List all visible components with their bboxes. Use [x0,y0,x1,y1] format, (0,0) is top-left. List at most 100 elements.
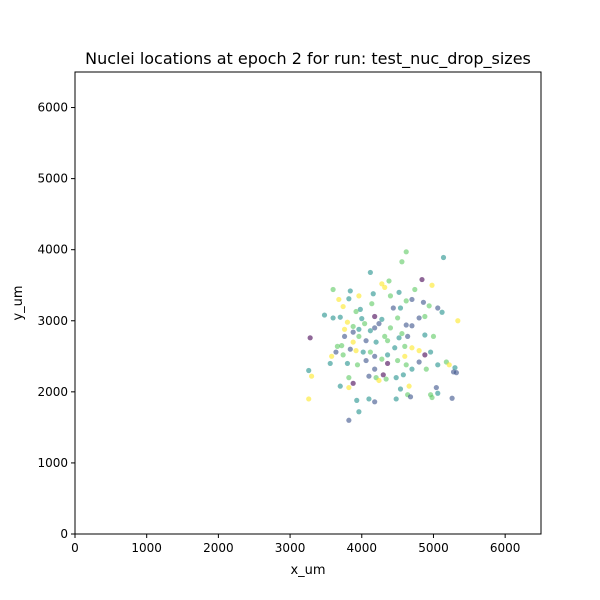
scatter-point [350,323,356,330]
scatter-point [422,313,428,320]
scatter-point [409,296,415,303]
scatter-point [329,353,335,359]
x-tick-label: 0 [71,541,79,555]
scatter-point [337,383,343,389]
scatter-point [333,349,339,355]
scatter-point [386,278,392,284]
scatter-point [354,397,360,403]
scatter-point [399,259,405,265]
scatter-point [403,298,409,304]
scatter-point [334,343,340,349]
scatter-point [344,319,351,325]
y-tick-label: 2000 [37,385,68,399]
scatter-point [347,288,353,294]
scatter-point [395,357,401,364]
x-tick-label: 4000 [346,541,377,555]
scatter-point [402,343,408,349]
scatter-point [372,366,378,372]
scatter-point [346,375,352,381]
scatter-point [366,373,372,379]
scatter-point [372,353,378,359]
scatter-point [429,282,435,288]
scatter-point [420,299,427,305]
scatter-point [347,346,353,352]
scatter-point [372,399,378,405]
scatter-point [379,281,385,287]
scatter-point [396,335,402,341]
scatter-point [435,390,441,396]
scatter-point [357,306,363,312]
scatter-point [452,365,458,371]
scatter-point [379,356,385,362]
scatter-point [356,409,362,415]
scatter-point [427,349,434,355]
scatter-point [423,366,429,372]
scatter-point [353,308,359,315]
x-tick-label: 2000 [203,541,234,555]
scatter-point [363,357,369,364]
x-axis-label: x_um [290,563,325,578]
scatter-point [363,338,369,344]
scatter-point [307,335,313,341]
scatter-point [416,315,422,321]
scatter-point [356,333,362,340]
scatter-point [336,296,342,303]
scatter-point [366,396,372,402]
scatter-point [359,316,365,322]
scatter-point [340,303,346,310]
x-tick-label: 5000 [418,541,449,555]
scatter-point [376,321,382,327]
y-tick-label: 5000 [37,172,68,186]
scatter-point [344,360,351,367]
y-axis-label: y_um [11,285,26,320]
y-tick-label: 0 [60,527,68,541]
scatter-point [370,291,376,297]
scatter-point [337,314,343,320]
scatter-point [379,316,385,322]
scatter-point [362,321,368,327]
scatter-point [367,269,373,276]
scatter-point [367,328,373,334]
scatter-point [449,395,455,401]
chart-title: Nuclei locations at epoch 2 for run: tes… [85,49,531,69]
scatter-point [350,329,356,335]
scatter-point [416,359,422,365]
scatter-point [419,276,425,283]
scatter-point [346,417,352,423]
scatter-point [376,377,382,384]
scatter-point [409,323,415,329]
scatter-point [384,338,391,344]
scatter-point [383,376,389,382]
scatter-point [340,352,346,358]
scatter-point [373,339,379,345]
scatter-point [426,303,432,309]
scatter-point [435,362,441,368]
scatter-point [382,333,388,340]
scatter-point [399,330,405,337]
scatter-point [402,353,408,359]
scatter-point [406,383,412,389]
scatter-point [395,315,401,321]
scatter-point [403,362,409,368]
scatter-point [387,325,394,331]
scatter-point [440,254,447,261]
scatter-point [392,345,398,351]
y-axis: 0 1000 2000 3000 4000 5000 6000 [37,101,75,541]
scatter-point [393,396,399,402]
scatter-point [356,326,362,332]
scatter-point [422,352,428,358]
scatter-point [412,286,418,293]
scatter-point [360,349,366,355]
y-tick-label: 1000 [37,456,68,470]
scatter-point [446,362,452,368]
scatter-point [405,333,411,340]
scatter-point [390,305,396,311]
scatter-point [400,372,406,378]
scatter-point [308,373,315,379]
scatter-point [353,348,359,354]
scatter-point [393,375,399,381]
scatter-point [367,349,373,355]
x-tick-label: 6000 [490,541,521,555]
